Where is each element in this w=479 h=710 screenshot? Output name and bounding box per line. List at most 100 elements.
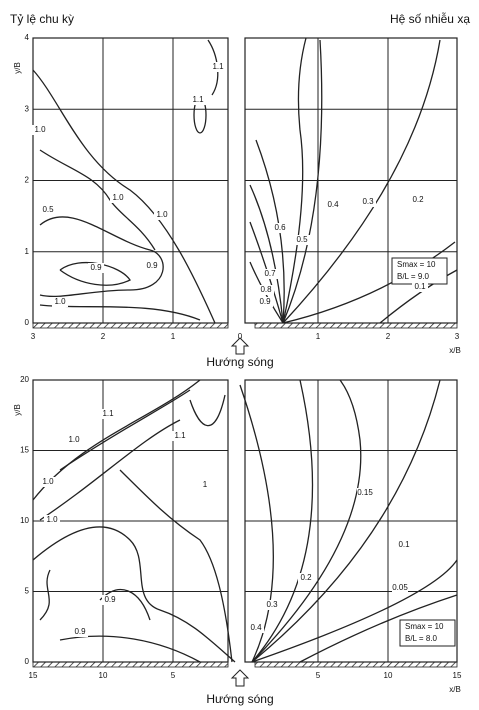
x-tick-label: 5 [171,671,176,680]
contour-label-bg [88,263,104,273]
contour-label: 1.1 [192,95,204,104]
contour-label-bg [392,583,408,593]
contour-label: 1.0 [156,210,168,219]
y-tick-label: 4 [25,33,30,42]
header-right: Hệ số nhiễu xạ [390,11,470,26]
contour-label: 0.9 [259,297,271,306]
contour-label: 1.0 [46,515,58,524]
contour-label: 0.1 [398,540,410,549]
breakwater [32,661,229,668]
y-axis-label: y/B [13,404,22,416]
contour-label-bg [100,409,116,419]
y-tick-label: 2 [25,176,30,185]
contour-label: 0.3 [266,600,278,609]
x-tick-label: 3 [455,332,460,341]
contour-label: 1.0 [42,477,54,486]
contour-label: 0.3 [362,197,374,206]
contour-label: 0.2 [412,195,424,204]
contour-label-bg [248,623,264,633]
direction-label: Hướng sóng [206,692,273,706]
contour-label-bg [210,62,226,72]
contour-label-bg [40,205,56,215]
contour-label: 0.6 [274,223,286,232]
y-tick-label: 0 [25,657,30,666]
y-tick-label: 20 [20,375,29,384]
contour-label-bg [412,282,428,292]
contour-label-bg [262,269,278,279]
contour-label: 1.0 [34,125,46,134]
legend-text: Smax = 10 [405,622,444,631]
x-tick-label: 10 [384,671,393,680]
contour-label-bg [190,95,206,105]
contour-label: 0.1 [414,282,426,291]
contour-label-bg [102,595,118,605]
contour-label-bg [110,193,126,203]
contour-label: 1.1 [102,409,114,418]
breakwater [32,322,229,329]
x-tick-label: 2 [101,332,106,341]
direction-label: Hướng sóng [206,355,273,369]
contour-label-bg [258,285,274,295]
x-tick-label: 5 [316,671,321,680]
x-tick-label: 1 [171,332,176,341]
legend-text: Smax = 10 [397,260,436,269]
contour-label: 1.0 [54,297,66,306]
contour-label: 0.05 [392,583,408,592]
direction-arrow [230,669,250,687]
contour-label-bg [66,435,82,445]
contour-label-bg [144,261,160,271]
contour-label: 0.9 [104,595,116,604]
legend-box [399,619,456,647]
contour-label: 0.7 [264,269,276,278]
contours-bottom [32,379,458,663]
contour-label: 0.2 [300,573,312,582]
y-tick-label: 15 [20,446,29,455]
y-tick-label: 5 [25,587,30,596]
contour-label-bg [272,223,288,233]
contour-label-bg [72,627,88,637]
x-tick-label: 10 [99,671,108,680]
direction-arrow [230,337,250,355]
contour-label: 1.1 [174,431,186,440]
contour-label-bg [257,297,273,307]
contour-label: 0.9 [146,261,158,270]
contour-label: 0.9 [90,263,102,272]
contour-label-bg [32,125,48,135]
x-tick-label: 1 [316,332,321,341]
contour-label-bg [172,431,188,441]
x-tick-label: 2 [386,332,391,341]
contour-label-bg [298,573,314,583]
contour-label: 0.9 [74,627,86,636]
contours-top [32,37,458,324]
contour-label: 0.15 [357,488,373,497]
breakwater [254,322,458,329]
contour-label-bg [396,540,412,550]
y-axis-label: y/B [13,62,22,74]
contour-label-bg [264,600,280,610]
contour-label-bg [52,297,68,307]
legend-box [391,257,448,285]
x-tick-label: 15 [29,671,38,680]
breakwater [254,661,458,668]
y-tick-label: 1 [25,247,30,256]
contour-label-bg [40,477,56,487]
contour-label: 0.8 [260,285,272,294]
contour-label: 1.1 [212,62,224,71]
contour-label-bg [44,515,60,525]
contour-label: 0.4 [250,623,262,632]
x-axis-label: x/B [449,346,461,355]
contour-label-bg [154,210,170,220]
contour-label: 1 [203,480,208,489]
y-tick-label: 10 [20,516,29,525]
x-tick-label: 15 [453,671,462,680]
contour-label: 0.5 [42,205,54,214]
contour-label: 1.0 [68,435,80,444]
contour-label-bg [360,197,376,207]
x-tick-label: 3 [31,332,36,341]
y-tick-label: 0 [25,318,30,327]
contour-label-bg [357,488,373,498]
contour-label-bg [325,200,341,210]
x-tick-label: 0 [238,332,243,341]
